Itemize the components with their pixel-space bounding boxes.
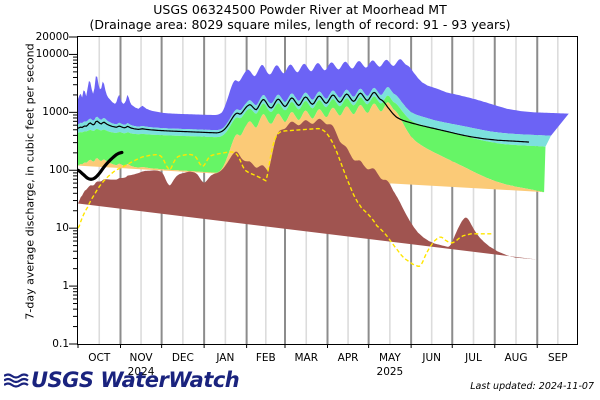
x-tick-MAY: MAY	[378, 352, 401, 364]
x-tick-JUN: JUN	[422, 352, 441, 364]
x-year-label-2025: 2025	[376, 366, 404, 378]
current-year-line	[78, 150, 124, 181]
page-title: USGS 06324500 Powder River at Moorhead M…	[153, 2, 447, 17]
usgs-wave-icon	[3, 369, 30, 393]
chart-subtitle: (Drainage area: 8029 square miles, lengt…	[89, 17, 511, 32]
x-tick-APR: APR	[337, 352, 359, 364]
lower-envelope-line	[78, 127, 493, 267]
x-year-label-2024: 2024	[127, 366, 155, 378]
usgs-wordmark: USGS	[31, 368, 94, 392]
band-max-to-p90	[78, 59, 569, 136]
chart-title-block: USGS 06324500 Powder River at Moorhead M…	[0, 2, 600, 32]
x-tick-SEP: SEP	[547, 352, 568, 364]
x-tick-DEC: DEC	[171, 352, 194, 364]
y-tick-100: 100	[48, 164, 69, 177]
y-tick-10000: 10000	[35, 48, 69, 61]
median-line	[78, 91, 530, 143]
x-tick-OCT: OCT	[88, 352, 111, 364]
y-tick-10: 10	[55, 222, 69, 235]
x-tick-JUL: JUL	[465, 352, 482, 364]
x-tick-JAN: JAN	[216, 352, 235, 364]
x-axis-tickmarks	[77, 344, 538, 348]
waterwatch-wordmark: WaterWatch	[100, 368, 240, 392]
plot-area	[77, 36, 578, 345]
x-tick-MAR: MAR	[294, 352, 319, 364]
usgs-waterwatch-logo: USGS WaterWatch	[3, 368, 240, 393]
x-tick-FEB: FEB	[255, 352, 276, 364]
y-tick-20000: 20000	[35, 31, 69, 43]
last-updated-text: Last updated: 2024-11-07	[470, 381, 594, 392]
x-tick-NOV: NOV	[129, 352, 153, 364]
y-axis-ticks: 20000 10000 1000 100 10 1 0.1	[0, 0, 74, 400]
y-axis-tickmarks	[69, 36, 77, 345]
hydrograph-svg	[78, 37, 569, 344]
y-tick-1: 1	[62, 280, 69, 293]
y-tick-0.1: 0.1	[52, 338, 69, 350]
band-p10-to-min	[78, 118, 536, 260]
x-tick-AUG: AUG	[504, 352, 528, 364]
band-p75-to-p25	[78, 95, 546, 193]
y-tick-1000: 1000	[42, 106, 69, 119]
